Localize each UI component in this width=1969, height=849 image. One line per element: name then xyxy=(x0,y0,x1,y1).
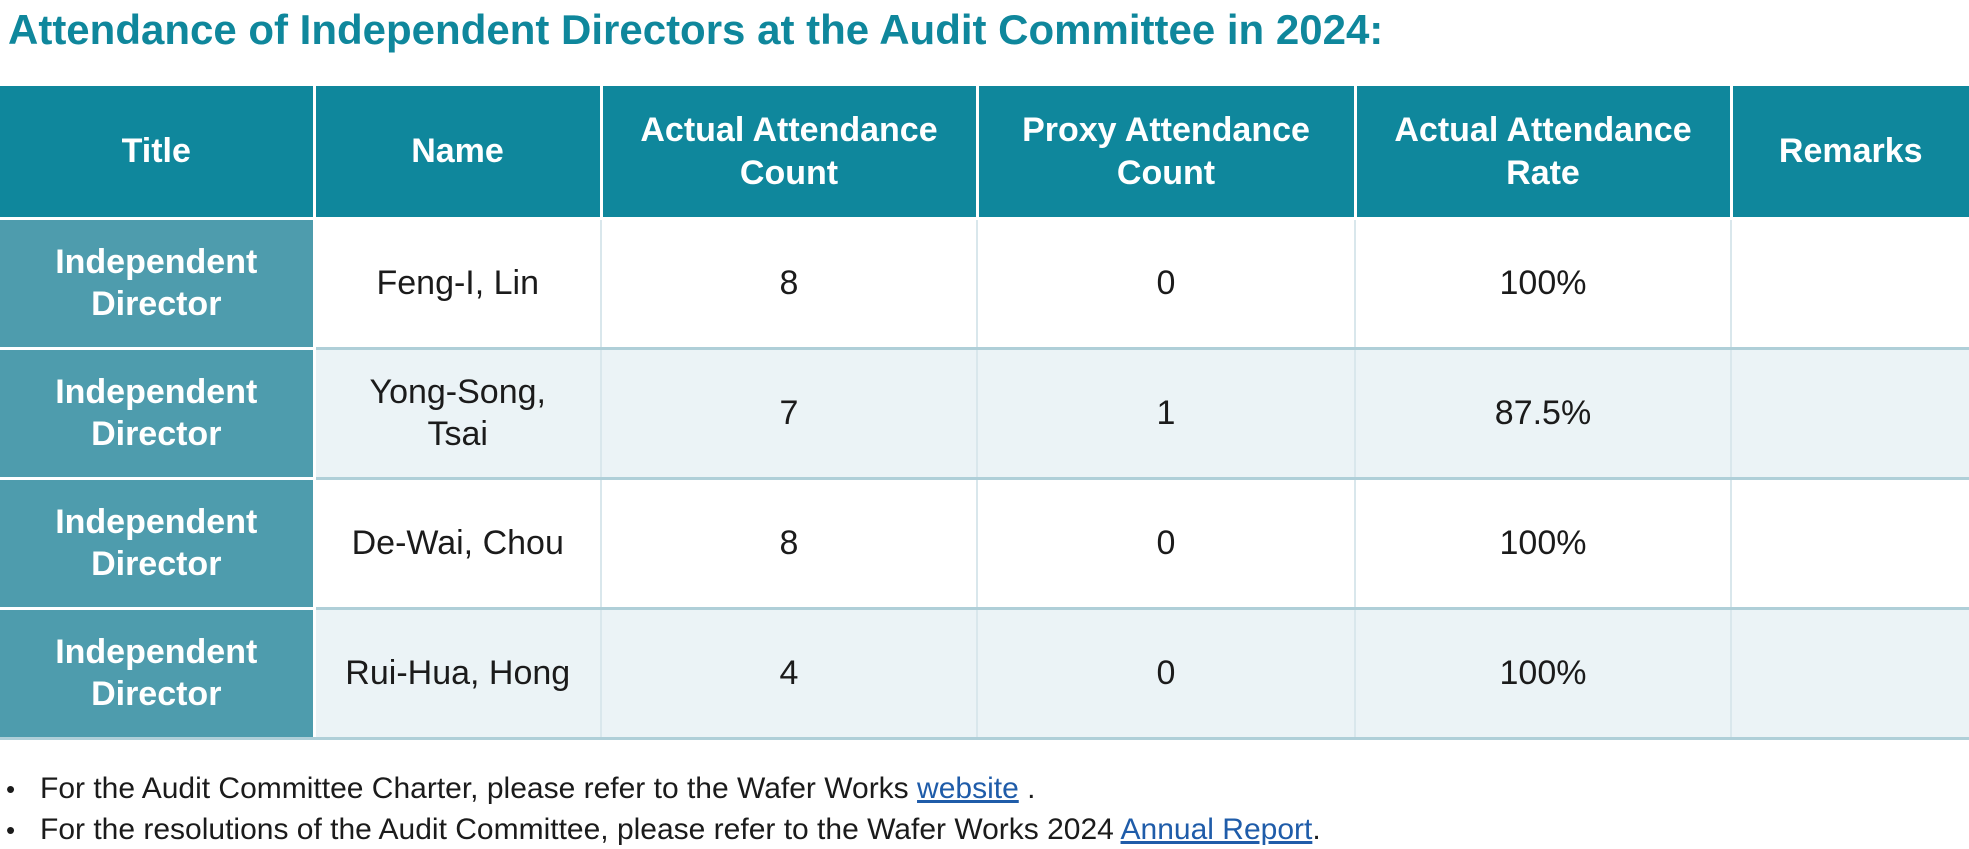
page-title: Attendance of Independent Directors at t… xyxy=(8,6,1384,53)
column-header-title: Title xyxy=(0,86,316,220)
table-row: Independent Director Feng-I, Lin 8 0 100… xyxy=(0,218,1969,350)
cell-actual-attendance-count: 4 xyxy=(601,608,978,740)
cell-title: Independent Director xyxy=(0,348,316,480)
cell-remarks xyxy=(1731,348,1969,480)
cell-remarks xyxy=(1731,478,1969,610)
footnote-resolutions: • For the resolutions of the Audit Commi… xyxy=(6,811,1969,849)
attendance-table: Title Name Actual Attendance Count Proxy… xyxy=(0,86,1969,740)
cell-proxy-attendance-count: 0 xyxy=(977,608,1356,740)
table-header-row: Title Name Actual Attendance Count Proxy… xyxy=(0,86,1969,220)
column-header-proxy-attendance-count: Proxy Attendance Count xyxy=(977,86,1357,220)
table-row: Independent Director Rui-Hua, Hong 4 0 1… xyxy=(0,608,1969,740)
footnote-prefix: For the Audit Committee Charter, please … xyxy=(40,771,918,805)
cell-proxy-attendance-count: 0 xyxy=(977,478,1356,610)
bullet-icon: • xyxy=(6,773,16,804)
column-header-name: Name xyxy=(314,86,603,220)
cell-remarks xyxy=(1731,608,1969,740)
column-header-actual-attendance-rate: Actual Attendance Rate xyxy=(1355,86,1733,220)
footnote-charter: • For the Audit Committee Charter, pleas… xyxy=(6,770,1969,808)
footnote-text: For the Audit Committee Charter, please … xyxy=(40,770,1035,808)
cell-actual-attendance-rate: 100% xyxy=(1355,218,1732,350)
cell-title: Independent Director xyxy=(0,608,316,740)
table-row: Independent Director De-Wai, Chou 8 0 10… xyxy=(0,478,1969,610)
cell-actual-attendance-count: 8 xyxy=(601,218,978,350)
cell-name: De-Wai, Chou xyxy=(314,478,602,610)
table-row: Independent Director Yong-Song, Tsai 7 1… xyxy=(0,348,1969,480)
footnote-text: For the resolutions of the Audit Committ… xyxy=(40,811,1321,849)
footnote-suffix: . xyxy=(1018,771,1036,805)
website-link[interactable]: website xyxy=(917,771,1019,805)
footnotes: • For the Audit Committee Charter, pleas… xyxy=(6,770,1969,849)
cell-remarks xyxy=(1731,218,1969,350)
footnote-suffix: . xyxy=(1312,813,1321,847)
column-header-actual-attendance-count: Actual Attendance Count xyxy=(601,86,979,220)
cell-title: Independent Director xyxy=(0,478,316,610)
cell-name: Feng-I, Lin xyxy=(314,218,602,350)
cell-proxy-attendance-count: 1 xyxy=(977,348,1356,480)
bullet-icon: • xyxy=(6,815,16,846)
cell-name: Rui-Hua, Hong xyxy=(314,608,602,740)
cell-actual-attendance-rate: 87.5% xyxy=(1355,348,1732,480)
cell-proxy-attendance-count: 0 xyxy=(977,218,1356,350)
cell-title: Independent Director xyxy=(0,218,316,350)
cell-actual-attendance-rate: 100% xyxy=(1355,608,1732,740)
cell-actual-attendance-count: 7 xyxy=(601,348,978,480)
cell-actual-attendance-count: 8 xyxy=(601,478,978,610)
annual-report-link[interactable]: Annual Report xyxy=(1120,813,1313,847)
cell-name: Yong-Song, Tsai xyxy=(314,348,602,480)
footnote-prefix: For the resolutions of the Audit Committ… xyxy=(40,813,1121,847)
column-header-remarks: Remarks xyxy=(1731,86,1969,220)
cell-actual-attendance-rate: 100% xyxy=(1355,478,1732,610)
